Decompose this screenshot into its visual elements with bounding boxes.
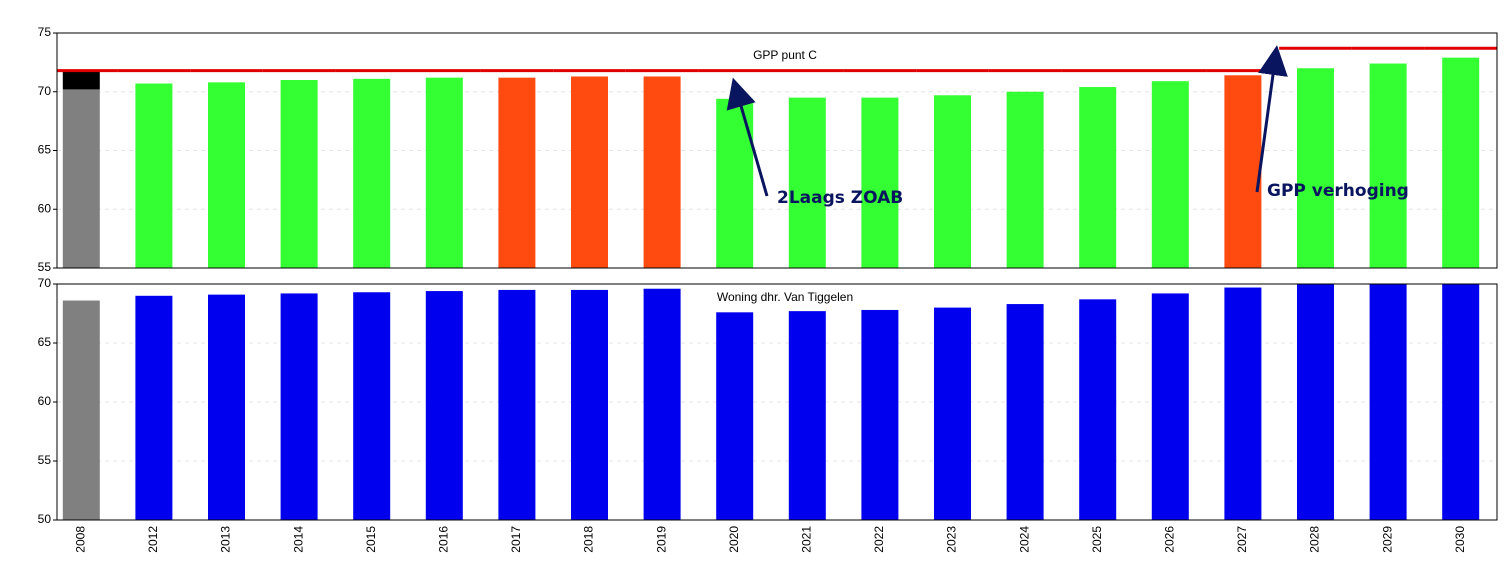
chart-title: Woning dhr. Van Tiggelen (717, 290, 853, 304)
bar (934, 95, 971, 268)
plot-frame (56, 32, 1498, 269)
x-tick-label: 2013 (219, 526, 233, 553)
bar (1224, 75, 1262, 268)
x-tick-label: 2022 (872, 526, 886, 553)
bar (1151, 293, 1189, 520)
bar (861, 309, 899, 520)
x-tick-label: 2015 (364, 526, 378, 553)
bar (135, 83, 173, 268)
bar (280, 293, 318, 520)
y-tick-label: 65 (38, 335, 52, 349)
bar (425, 77, 463, 268)
y-tick-label: 60 (38, 394, 52, 408)
x-tick-label: 2018 (582, 526, 596, 553)
x-tick-label: 2026 (1162, 526, 1176, 553)
bar (934, 307, 971, 520)
x-tick-label: 2012 (146, 526, 160, 553)
plots: 55 60 65 70 75 GPP punt C 50 55 60 65 70 2008 2012 20… (38, 25, 1498, 553)
bar (353, 78, 391, 268)
annotation: GPP verhoging (1267, 181, 1409, 201)
bar (1006, 91, 1044, 268)
bar (62, 70, 100, 90)
bar (571, 289, 608, 520)
bar (1079, 87, 1117, 268)
bar (1442, 284, 1480, 520)
bar (1006, 304, 1044, 520)
x-tick-label: 2021 (799, 526, 813, 553)
x-tick-label: 2014 (291, 526, 305, 553)
bar (1297, 284, 1334, 520)
bar (716, 312, 754, 520)
x-tick-label: 2027 (1235, 526, 1249, 553)
bar (1224, 287, 1262, 520)
x-tick-label: 2029 (1380, 526, 1394, 553)
x-tick-label: 2028 (1308, 526, 1322, 553)
annotation: 2Laags ZOAB (777, 188, 903, 208)
x-tick-label: 2023 (945, 526, 959, 553)
y-tick-label: 50 (38, 512, 52, 526)
bar (1442, 57, 1480, 268)
plot-frame (56, 283, 1498, 521)
y-tick-label: 75 (38, 25, 52, 39)
x-tick-label: 2016 (436, 526, 450, 553)
plot-area (57, 33, 1497, 268)
bar (1369, 284, 1407, 520)
y-tick-label: 60 (38, 201, 52, 215)
bar (788, 311, 826, 520)
bar (1151, 81, 1189, 268)
bar (62, 89, 100, 268)
x-tick-label: 2025 (1090, 526, 1104, 553)
x-tick-label: 2020 (727, 526, 741, 553)
bar (643, 76, 681, 268)
y-tick-label: 55 (38, 260, 52, 274)
chart-title: GPP punt C (753, 48, 817, 62)
bar (208, 294, 245, 520)
x-tick-label: 2019 (654, 526, 668, 553)
x-tick-label: 2017 (509, 526, 523, 553)
bar (1297, 68, 1334, 268)
plot-area (57, 284, 1497, 520)
y-tick-label: 65 (38, 143, 52, 157)
bar (1079, 299, 1117, 520)
bar (208, 82, 245, 268)
bar (425, 291, 463, 520)
bar (571, 76, 608, 268)
bar (643, 288, 681, 520)
bar (353, 292, 391, 520)
annotation-arrow (726, 77, 769, 197)
y-tick-label: 70 (38, 84, 52, 98)
bar (62, 300, 100, 520)
y-tick-label: 70 (38, 276, 52, 290)
x-tick-label: 2030 (1453, 526, 1467, 553)
bar (498, 77, 536, 268)
bar (861, 97, 899, 268)
bar (280, 80, 318, 268)
annotation-arrow (1255, 45, 1288, 193)
x-tick-label: 2024 (1017, 526, 1031, 553)
bar (498, 289, 536, 520)
y-tick-label: 55 (38, 453, 52, 467)
bar (788, 97, 826, 268)
bar (1369, 63, 1407, 268)
bar (135, 295, 173, 520)
x-tick-label: 2008 (73, 526, 87, 553)
